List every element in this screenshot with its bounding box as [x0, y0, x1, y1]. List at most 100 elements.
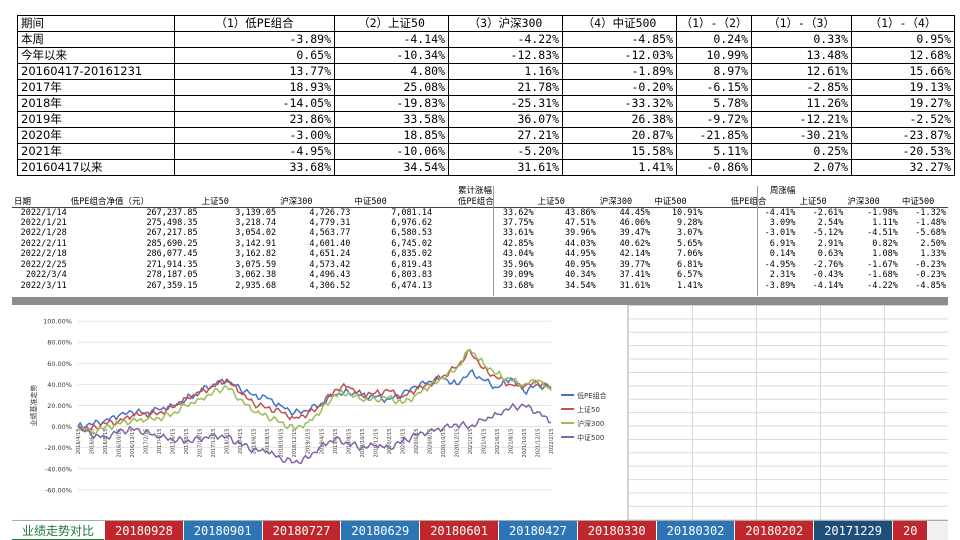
sheet-tab[interactable]: 20180629 — [341, 521, 421, 540]
summary-cell[interactable]: 27.21% — [448, 127, 563, 144]
summary-cell[interactable]: -20.53% — [851, 143, 955, 160]
summary-cell[interactable]: -4.22% — [448, 31, 563, 48]
detail-cell[interactable]: -2.76% — [812, 259, 844, 270]
detail-cell[interactable]: 33.61% — [502, 228, 534, 239]
detail-cell[interactable]: -1.67% — [867, 259, 898, 270]
summary-cell[interactable]: 25.08% — [334, 79, 449, 96]
detail-header-cell[interactable]: 上证50 — [199, 196, 279, 208]
detail-cell[interactable]: 40.95% — [565, 259, 596, 270]
sheet-tab[interactable]: 20180928 — [105, 521, 184, 540]
summary-cell[interactable]: 33.68% — [174, 159, 335, 176]
summary-cell[interactable]: 2017年 — [17, 79, 175, 96]
summary-cell[interactable]: 15.66% — [851, 63, 955, 80]
sheet-tab[interactable]: 20180727 — [262, 521, 342, 540]
detail-cell[interactable]: 6,976.62 — [391, 217, 433, 228]
summary-cell[interactable]: 11.26% — [751, 95, 852, 112]
summary-cell[interactable]: 13.48% — [751, 47, 852, 64]
detail-cell[interactable]: 37.75% — [502, 217, 534, 228]
summary-header-cell[interactable]: （3）沪深300 — [448, 15, 563, 32]
detail-cell[interactable]: 2.50% — [920, 238, 946, 249]
detail-cell[interactable]: 285,690.25 — [146, 238, 198, 249]
detail-cell[interactable]: 3.09% — [769, 217, 796, 228]
detail-cell[interactable]: 1.33% — [920, 249, 946, 260]
detail-cell[interactable]: 6,745.02 — [391, 238, 433, 249]
detail-cell[interactable]: -5.68% — [915, 228, 946, 239]
summary-cell[interactable]: -5.20% — [448, 143, 563, 160]
detail-cell[interactable]: 47.51% — [565, 217, 596, 228]
summary-cell[interactable]: -9.72% — [676, 111, 752, 128]
detail-cell[interactable]: 46.06% — [619, 217, 651, 228]
detail-cell[interactable]: 3,218.74 — [235, 217, 277, 228]
detail-header-cell[interactable]: 中证500 — [899, 196, 948, 208]
summary-cell[interactable]: 8.97% — [676, 63, 752, 80]
summary-cell[interactable]: 13.77% — [174, 63, 335, 80]
series-line-4[interactable] — [77, 402, 552, 465]
detail-cell[interactable]: 6.57% — [677, 270, 703, 281]
detail-header-cell[interactable]: 沪深300 — [597, 196, 653, 208]
detail-cell[interactable]: 31.61% — [619, 280, 651, 291]
detail-cell[interactable]: -4.85% — [915, 280, 946, 291]
performance-line-chart[interactable]: 100.00% 80.00% 60.00% 40.00% 20.00% 0.00% -20.… — [12, 305, 628, 520]
detail-cell[interactable]: 6,474.13 — [391, 280, 433, 291]
detail-cell[interactable]: -4.14% — [812, 280, 844, 291]
series-line-1[interactable] — [77, 368, 552, 431]
series-line-2[interactable] — [77, 349, 552, 432]
summary-cell[interactable]: 1.16% — [448, 63, 563, 80]
detail-cell[interactable]: -0.23% — [915, 270, 946, 281]
sheet-tab[interactable]: 20180901 — [183, 521, 263, 540]
detail-cell[interactable]: 35.96% — [502, 259, 534, 270]
detail-cell[interactable]: 2022/3/4 — [25, 270, 67, 281]
summary-cell[interactable]: 5.11% — [676, 143, 752, 160]
summary-cell[interactable]: 0.95% — [851, 31, 955, 48]
detail-cell[interactable]: 1.08% — [872, 249, 898, 260]
detail-cell[interactable]: 2022/1/21 — [20, 217, 67, 228]
summary-cell[interactable]: 34.54% — [334, 159, 449, 176]
detail-cell[interactable]: 44.95% — [565, 249, 596, 260]
detail-cell[interactable]: 37.41% — [619, 270, 651, 281]
detail-cell[interactable]: 40.62% — [619, 238, 651, 249]
summary-header-cell[interactable]: （1）-（2） — [676, 15, 752, 32]
summary-cell[interactable]: 0.25% — [751, 143, 852, 160]
detail-cell[interactable]: 33.68% — [502, 280, 534, 291]
summary-header-cell[interactable]: （2）上证50 — [334, 15, 449, 32]
summary-header-cell[interactable]: （1）-（4） — [851, 15, 955, 32]
summary-cell[interactable]: 2019年 — [17, 111, 175, 128]
detail-cell[interactable]: 39.77% — [619, 259, 651, 270]
detail-cell[interactable]: 2022/1/28 — [20, 228, 67, 239]
summary-cell[interactable]: -4.95% — [174, 143, 335, 160]
detail-cell[interactable]: 3,142.91 — [235, 238, 277, 249]
summary-cell[interactable]: -23.87% — [851, 127, 955, 144]
detail-cell[interactable]: 4,573.42 — [309, 259, 351, 270]
detail-cell[interactable]: 6,803.83 — [391, 270, 433, 281]
detail-cell[interactable]: 34.54% — [565, 280, 596, 291]
detail-cell[interactable]: -1.98% — [867, 207, 898, 218]
detail-cell[interactable]: 4,496.43 — [309, 270, 351, 281]
detail-cell[interactable]: -3.89% — [764, 280, 796, 291]
detail-cell[interactable]: 267,359.15 — [146, 280, 198, 291]
detail-cell[interactable]: 4,306.52 — [309, 280, 351, 291]
detail-cell[interactable]: 0.63% — [817, 249, 844, 260]
detail-cell[interactable]: 44.03% — [565, 238, 596, 249]
detail-cell[interactable]: 39.96% — [565, 228, 596, 239]
summary-cell[interactable]: -4.85% — [562, 31, 677, 48]
detail-cell[interactable]: 44.45% — [619, 207, 651, 218]
summary-cell[interactable]: 20.87% — [562, 127, 677, 144]
detail-cell[interactable]: 39.47% — [619, 228, 651, 239]
detail-cell[interactable]: 0.14% — [769, 249, 796, 260]
summary-cell[interactable]: -0.86% — [676, 159, 752, 176]
summary-cell[interactable]: -3.00% — [174, 127, 335, 144]
summary-cell[interactable]: -14.05% — [174, 95, 335, 112]
detail-cell[interactable]: 43.86% — [565, 207, 596, 218]
detail-cell[interactable]: 2022/1/14 — [20, 207, 67, 218]
summary-cell[interactable]: 0.24% — [676, 31, 752, 48]
detail-cell[interactable]: 2.31% — [769, 270, 796, 281]
detail-cell[interactable]: 2022/3/11 — [20, 280, 67, 291]
summary-cell[interactable]: 2.07% — [751, 159, 852, 176]
detail-cell[interactable]: 4,601.40 — [309, 238, 351, 249]
summary-cell[interactable]: 19.27% — [851, 95, 955, 112]
detail-cell[interactable]: 4,563.77 — [309, 228, 351, 239]
detail-cell[interactable]: 1.41% — [677, 280, 703, 291]
detail-header-cell[interactable]: 中证500 — [652, 196, 705, 208]
detail-cell[interactable]: 2022/2/11 — [20, 238, 67, 249]
detail-cell[interactable]: 2.54% — [817, 217, 844, 228]
